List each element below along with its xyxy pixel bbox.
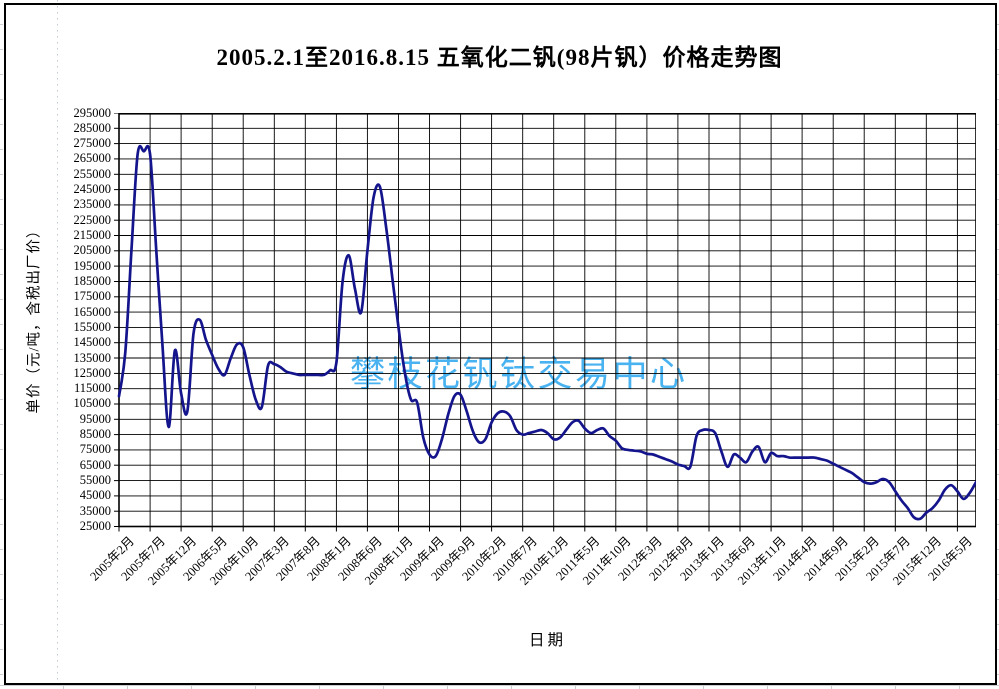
y-tick-label: 145000: [73, 335, 112, 350]
chart-title: 2005.2.1至2016.8.15 五氧化二钒(98片钒）价格走势图: [216, 45, 783, 70]
y-tick-label: 265000: [73, 151, 112, 166]
y-tick-label: 255000: [73, 166, 112, 181]
y-tick-label: 115000: [73, 381, 111, 396]
sheet-column-ticks-bottom: [0, 685, 999, 689]
y-tick-label: 45000: [79, 488, 111, 503]
y-tick-label: 75000: [79, 442, 111, 457]
y-tick-label: 65000: [79, 457, 111, 472]
y-tick-label: 165000: [73, 304, 112, 319]
y-tick-label: 215000: [73, 228, 112, 243]
y-tick-label: 185000: [73, 273, 112, 288]
chart-frame: [4, 3, 997, 685]
y-tick-label: 85000: [79, 427, 111, 442]
price-line: [117, 144, 976, 521]
x-axis-title: 日期: [528, 632, 566, 649]
y-tick-label: 235000: [73, 197, 112, 212]
plot-area: [114, 113, 976, 532]
y-tick-label: 205000: [73, 243, 112, 258]
y-tick-label: 195000: [73, 258, 112, 273]
y-tick-label: 125000: [73, 365, 112, 380]
plot-border: [118, 113, 976, 528]
page-break-dotted-line: [57, 0, 58, 689]
sheet-gridline-sliver-left: [0, 0, 3, 689]
y-tick-label: 225000: [73, 212, 112, 227]
y-tick-label: 175000: [73, 289, 112, 304]
sheet-gridline-sliver-right: [995, 0, 999, 689]
y-tick-label: 295000: [73, 105, 112, 120]
y-tick-label: 155000: [73, 319, 112, 334]
y-axis-title: 单价（元/吨，含税出厂价）: [26, 222, 43, 414]
y-tick-label: 135000: [73, 350, 112, 365]
y-tick-label: 105000: [73, 396, 112, 411]
y-tick-label: 25000: [79, 519, 111, 533]
y-tick-label: 275000: [73, 136, 112, 151]
y-tick-label: 245000: [73, 182, 112, 197]
y-tick-label: 95000: [79, 411, 111, 426]
y-tick-label: 35000: [79, 503, 111, 518]
y-tick-label: 285000: [73, 120, 112, 135]
y-tick-label: 55000: [79, 473, 111, 488]
